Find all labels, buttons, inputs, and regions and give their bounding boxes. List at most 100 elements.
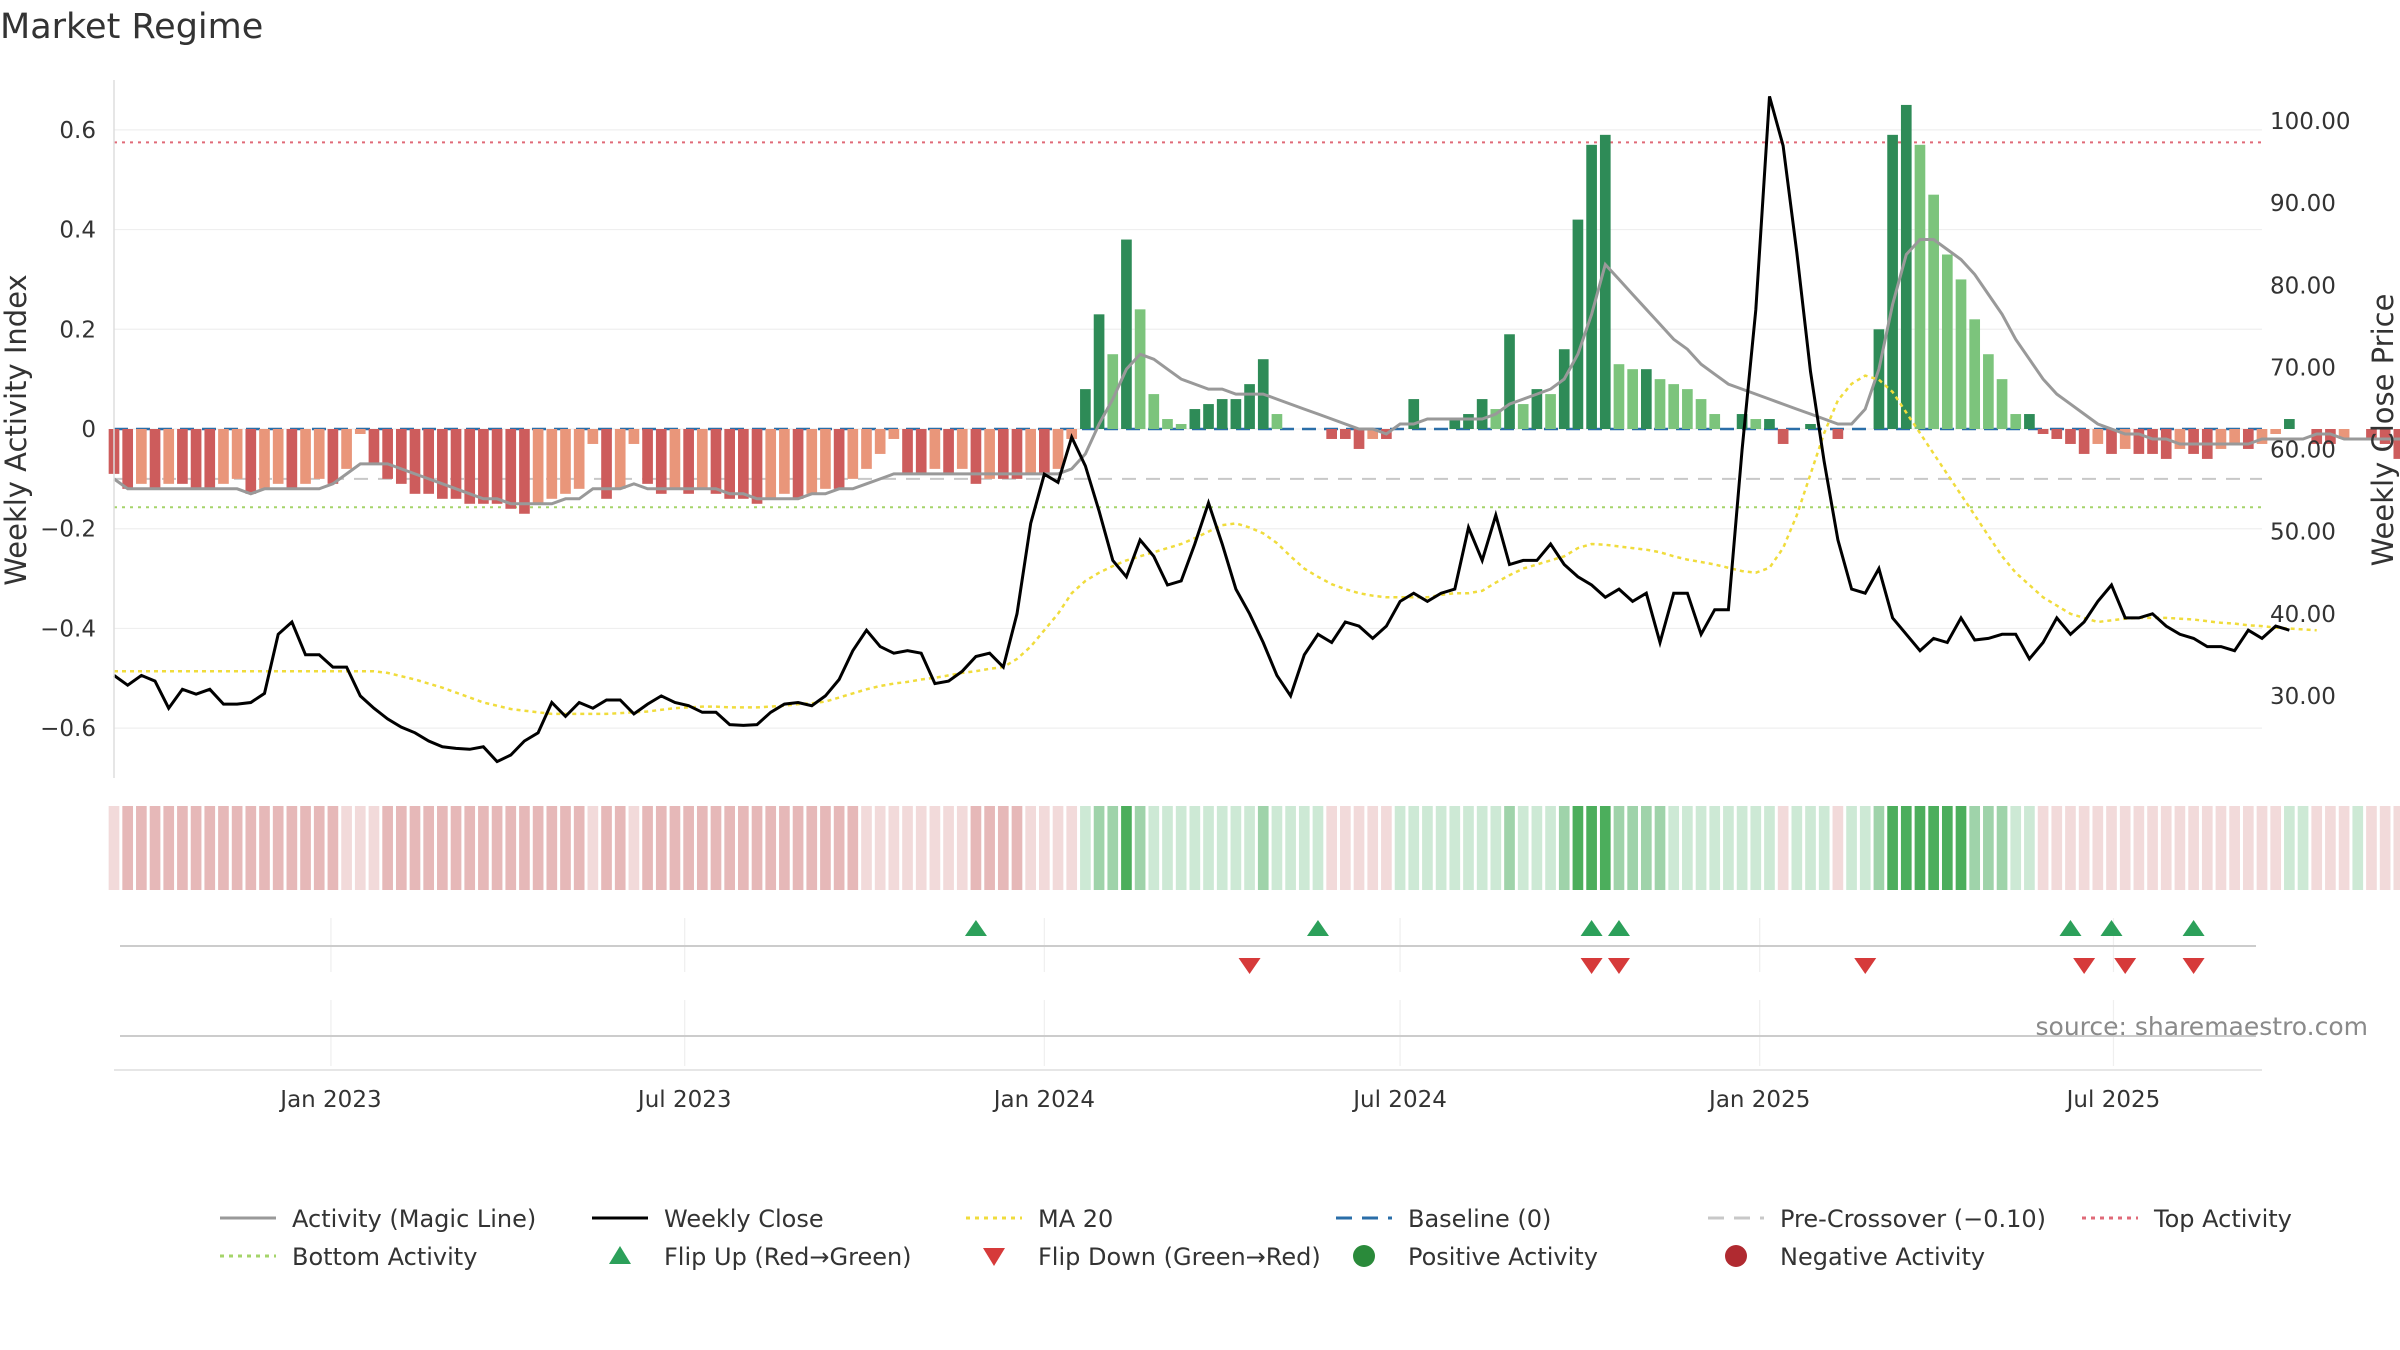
flip-up-marker xyxy=(2100,920,2123,936)
activity-bar xyxy=(2393,429,2400,459)
regime-strip-cell xyxy=(1914,806,1926,890)
y-right-tick-label: 90.00 xyxy=(2270,191,2336,217)
activity-bar xyxy=(327,429,339,484)
activity-bar xyxy=(464,429,476,504)
regime-strip-cell xyxy=(2297,806,2309,890)
regime-strip-cell xyxy=(1203,806,1214,890)
activity-bar xyxy=(1080,389,1091,429)
activity-bar xyxy=(779,429,790,494)
activity-bar xyxy=(1449,419,1461,429)
regime-strip-cell xyxy=(943,806,954,890)
activity-bar xyxy=(970,429,982,484)
x-tick-label: Jul 2023 xyxy=(636,1087,732,1113)
activity-bar xyxy=(286,429,298,489)
regime-strip-cell xyxy=(820,806,831,890)
regime-strip-cell xyxy=(2037,806,2049,890)
activity-bar xyxy=(1572,219,1584,429)
activity-bar xyxy=(1175,424,1187,429)
regime-strip-cell xyxy=(1408,806,1420,890)
activity-bar xyxy=(2092,429,2104,444)
activity-bar xyxy=(1764,419,1775,429)
activity-bar xyxy=(1025,429,1036,474)
regime-strip-cell xyxy=(354,806,366,890)
activity-bar xyxy=(450,429,462,499)
activity-bar xyxy=(1326,429,1337,439)
regime-strip-cell xyxy=(2311,806,2323,890)
regime-strip-cell xyxy=(1326,806,1337,890)
regime-strip-cell xyxy=(792,806,804,890)
regime-strip-cell xyxy=(1599,806,1611,890)
y-left-tick-label: −0.6 xyxy=(40,716,96,742)
regime-strip-cell xyxy=(956,806,968,890)
regime-strip-cell xyxy=(327,806,339,890)
regime-strip-cell xyxy=(628,806,640,890)
regime-strip-cell xyxy=(2379,806,2391,890)
activity-bar xyxy=(1969,319,1981,429)
legend: Activity (Magic Line) Weekly Close MA 20 Ba… xyxy=(220,1205,2292,1271)
activity-bar xyxy=(2078,429,2090,454)
reference-lines xyxy=(114,141,2262,509)
regime-strip-cell xyxy=(1093,806,1105,890)
regime-strip-cell xyxy=(204,806,216,890)
activity-bar xyxy=(1983,354,1994,429)
regime-strip-cell xyxy=(1025,806,1036,890)
activity-bar xyxy=(833,429,845,489)
activity-bar xyxy=(272,429,284,484)
regime-strip-cell xyxy=(122,806,134,890)
regime-strip-cell xyxy=(642,806,653,890)
regime-strip-cell xyxy=(696,806,708,890)
activity-bar xyxy=(2065,429,2076,444)
activity-bar xyxy=(2119,429,2131,449)
x-tick-label: Jan 2023 xyxy=(278,1087,381,1113)
regime-strip-cell xyxy=(2065,806,2076,890)
x-tick-label: Jul 2024 xyxy=(1351,1087,1447,1113)
flip-markers-panel xyxy=(120,918,2256,974)
activity-bar xyxy=(1640,369,1652,429)
regime-strip-cell xyxy=(478,806,489,890)
legend-item: Flip Up (Red→Green) xyxy=(609,1243,912,1271)
y-right-label: Weekly Close Price xyxy=(2366,294,2400,567)
flip-down-marker xyxy=(2114,958,2137,974)
activity-bar xyxy=(2338,429,2350,439)
activity-bar xyxy=(177,429,188,484)
legend-item: Weekly Close xyxy=(592,1205,824,1233)
legend-label: Flip Down (Green→Red) xyxy=(1038,1243,1321,1271)
activity-bar xyxy=(2133,429,2145,454)
activity-bar xyxy=(601,429,612,499)
regime-strip-cell xyxy=(1162,806,1173,890)
regime-strip-cell xyxy=(505,806,517,890)
activity-bar xyxy=(956,429,968,469)
regime-strip-cell xyxy=(560,806,571,890)
legend-flip-up-icon xyxy=(609,1246,631,1264)
activity-bar xyxy=(1490,409,1502,429)
flip-up-marker xyxy=(2182,920,2205,936)
y-right-tick-label: 30.00 xyxy=(2270,684,2336,710)
activity-bar xyxy=(300,429,311,484)
regime-strip-cell xyxy=(1230,806,1242,890)
activity-bar xyxy=(259,429,270,489)
activity-bar xyxy=(1695,399,1707,429)
flip-down-marker xyxy=(1238,958,1261,974)
regime-strip-cell xyxy=(902,806,913,890)
regime-strip-cell xyxy=(1121,806,1132,890)
regime-strip-cell xyxy=(779,806,790,890)
activity-bar xyxy=(929,429,941,469)
regime-strip-cell xyxy=(1175,806,1187,890)
regime-strip-cell xyxy=(984,806,995,890)
regime-strip-cell xyxy=(2119,806,2131,890)
activity-bar xyxy=(997,429,1009,479)
activity-bar xyxy=(245,429,257,494)
regime-strip-cell xyxy=(2174,806,2186,890)
activity-bar xyxy=(2325,429,2336,444)
regime-strip-cell xyxy=(177,806,188,890)
activity-bar xyxy=(874,429,886,454)
regime-strip-cell xyxy=(2325,806,2336,890)
regime-strip-cell xyxy=(765,806,777,890)
regime-strip-cell xyxy=(587,806,599,890)
activity-bar xyxy=(943,429,954,474)
legend-dot-icon xyxy=(1725,1245,1747,1267)
regime-strip-cell xyxy=(1066,806,1078,890)
activity-bar xyxy=(136,429,147,484)
regime-strip-cell xyxy=(710,806,722,890)
regime-strip-cell xyxy=(149,806,161,890)
